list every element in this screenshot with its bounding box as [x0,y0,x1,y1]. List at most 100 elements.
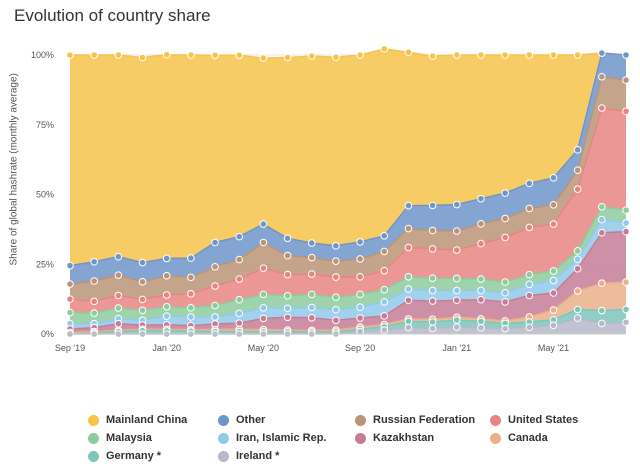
data-point [211,282,219,290]
legend-item[interactable]: Mainland China [88,414,187,426]
data-point [573,247,582,255]
area-other [70,53,626,285]
data-point [187,290,195,298]
legend-marker-icon [88,450,99,462]
y-tick-label: 75% [36,120,54,130]
data-point [283,313,292,322]
data-point [114,51,123,59]
data-point [525,280,534,289]
legend-marker-icon [218,414,229,426]
data-point [66,261,74,270]
legend-label: Malaysia [106,432,152,444]
data-point [138,53,147,62]
legend-marker-icon [490,414,501,426]
data-point [573,305,582,314]
data-point [501,278,509,286]
legend-item[interactable]: Ireland * [218,450,279,462]
data-point [307,303,316,312]
data-point [477,239,485,248]
data-point [283,234,292,243]
data-point [404,48,413,57]
legend-item[interactable]: Germany * [88,450,161,462]
legend-item[interactable]: Iran, Islamic Rep. [218,432,326,444]
data-point [283,304,292,313]
data-point [138,295,147,304]
data-point [428,226,437,235]
data-point [307,253,316,262]
x-tick-label: Sep '19 [55,343,85,353]
data-point [622,206,630,214]
series-line [69,107,627,303]
data-point [501,51,509,59]
data-point [452,200,461,209]
series-line [69,308,627,335]
data-point [259,238,268,247]
area-ireland [70,318,626,334]
y-tick-label: 25% [36,259,54,269]
legend-marker-icon [355,432,366,444]
data-point [501,214,509,223]
data-point [235,295,244,304]
data-point [162,302,171,311]
data-point [307,270,316,278]
legend-item[interactable]: United States [490,414,578,426]
data-point [235,255,244,264]
series-line [69,52,627,267]
data-point [452,51,461,59]
data-point [138,258,147,267]
x-tick-label: Jan '20 [152,343,181,353]
legend-item[interactable]: Other [218,414,265,426]
data-point [66,308,74,317]
data-point [90,277,98,285]
data-point [549,289,558,297]
data-point [356,273,364,281]
legend-item[interactable]: Malaysia [88,432,152,444]
data-point [283,291,292,300]
data-point [598,72,606,81]
data-point [573,255,582,264]
data-point [501,233,509,242]
data-point [404,323,413,332]
data-point [549,220,558,228]
data-point [598,228,606,237]
data-point [477,194,485,203]
data-point [549,306,558,314]
data-point [598,104,606,112]
data-point [66,295,74,303]
data-point [525,204,534,213]
legend-label: Kazakhstan [373,432,435,444]
data-point [162,312,171,320]
data-point [404,317,413,326]
data-point [356,51,364,59]
y-tick-label: 0% [41,329,54,339]
data-point [138,278,147,286]
data-point [452,316,461,324]
data-point [162,271,171,280]
legend-marker-icon [490,432,501,444]
data-point [187,254,195,262]
data-point [380,312,389,320]
legend-item[interactable]: Canada [490,432,548,444]
data-point [404,296,413,305]
chart-title: Evolution of country share [14,6,211,25]
data-point [114,304,123,312]
data-point [452,296,461,305]
legend-item[interactable]: Russian Federation [355,414,475,426]
stacked-area-chart: 0% 25% 50% 75% 100% Sep '19 Jan '20 May '20 Sep … [31,45,630,353]
legend-label: Mainland China [106,414,188,426]
y-tick-label: 50% [36,190,54,200]
legend-item[interactable]: Kazakhstan [355,432,434,444]
data-point [332,257,340,265]
series-line [70,218,627,325]
data-point [90,51,98,59]
data-point [187,313,195,321]
data-point [573,264,582,273]
data-point [622,76,630,84]
data-point [90,309,98,317]
data-point [211,301,219,310]
series-line [70,48,627,59]
data-point [598,306,606,315]
legend-label: Canada [508,432,548,444]
data-point [622,305,630,314]
data-point [452,286,461,295]
